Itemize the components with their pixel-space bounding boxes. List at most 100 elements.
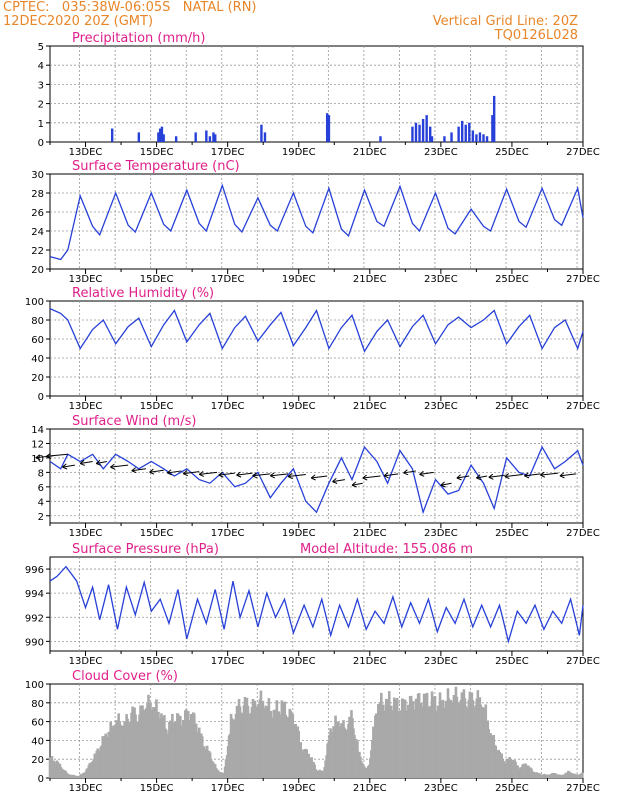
y-tick-label: 990	[25, 637, 44, 648]
wind-vector	[403, 470, 417, 474]
precip-bar	[212, 132, 215, 142]
panel-frame	[49, 300, 584, 397]
wind-vector-head	[351, 481, 357, 488]
x-tick-label: 25DEC	[495, 274, 529, 285]
panel-title: Surface Wind (m/s)	[72, 414, 196, 429]
y-tick-label: 100	[25, 297, 44, 308]
precip-bar	[205, 130, 208, 142]
precip-bar	[327, 115, 331, 142]
x-tick-label: 17DEC	[211, 783, 245, 794]
x-tick-label: 13DEC	[69, 783, 103, 794]
precip-bar	[263, 132, 267, 142]
x-tick-label: 27DEC	[566, 401, 600, 412]
x-tick-label: 13DEC	[69, 528, 103, 539]
wind-vector	[540, 472, 559, 476]
panel-subtitle: Model Altitude: 155.086 m	[300, 542, 473, 557]
wind-vector	[440, 482, 452, 486]
y-tick-label: 20	[31, 755, 44, 766]
wind-vector	[167, 470, 182, 474]
x-tick-label: 13DEC	[69, 147, 103, 158]
x-tick-label: 19DEC	[282, 401, 316, 412]
x-tick-label: 17DEC	[211, 274, 245, 285]
precip-bar	[475, 134, 478, 142]
x-tick-label: 15DEC	[140, 401, 174, 412]
y-tick-label: 22	[31, 246, 44, 257]
precip-bar	[425, 115, 428, 142]
wind-vector	[149, 469, 164, 473]
precip-bar	[418, 124, 421, 142]
wind-vector-head	[310, 474, 316, 481]
precip-bar	[260, 124, 263, 142]
x-tick-label: 25DEC	[495, 783, 529, 794]
wind-vector	[270, 473, 289, 477]
precip-bar	[174, 136, 178, 142]
x-tick-label: 19DEC	[282, 656, 316, 667]
x-tick-label: 21DEC	[353, 147, 387, 158]
y-tick-label: 80	[31, 699, 44, 710]
y-tick-label: 40	[31, 736, 44, 747]
series-line	[49, 445, 584, 515]
x-tick-label: 25DEC	[495, 147, 529, 158]
wind-vector-head	[524, 472, 530, 479]
y-tick-label: 4	[38, 497, 44, 508]
y-tick-label: 30	[31, 170, 44, 181]
wind-vector	[46, 453, 68, 457]
x-tick-label: 15DEC	[140, 274, 174, 285]
panel-title: Precipitation (mm/h)	[72, 31, 205, 46]
panel-title: Cloud Cover (%)	[72, 669, 178, 684]
panel-title: Relative Humidity (%)	[72, 286, 214, 301]
chart-header: CPTEC: 035:38W-06:05S NATAL (RN) 12DEC20…	[0, 0, 618, 45]
wind-vector-head	[287, 473, 293, 480]
wind-vector	[456, 475, 470, 479]
y-tick-label: 2	[38, 512, 44, 523]
x-tick-label: 17DEC	[211, 528, 245, 539]
precip-bar	[160, 126, 164, 142]
run-timestamp: 12DEC2020 20Z (GMT)	[3, 14, 154, 29]
precip-bar	[162, 134, 165, 142]
wind-vector-head	[383, 472, 389, 479]
precip-bar	[482, 134, 485, 142]
precip-bar	[429, 126, 432, 142]
x-tick-label: 27DEC	[566, 783, 600, 794]
y-tick-label: 4	[38, 61, 44, 72]
wind-vector-head	[236, 471, 242, 478]
wind-vector	[218, 472, 235, 476]
precip-bar	[325, 113, 329, 142]
precip-bar	[158, 128, 162, 142]
wind-vector	[183, 471, 200, 475]
wind-vector-head	[252, 472, 258, 479]
precip-bar	[414, 122, 418, 142]
y-tick-label: 992	[25, 613, 44, 624]
wind-vector-head	[403, 469, 409, 476]
wind-vector-head	[419, 470, 425, 477]
x-tick-label: 17DEC	[211, 656, 245, 667]
wind-vector	[362, 475, 381, 479]
precip-bar	[411, 126, 414, 142]
precip-bar	[457, 126, 460, 142]
wind-vector-head	[540, 471, 546, 478]
x-tick-label: 17DEC	[211, 401, 245, 412]
x-tick-label: 15DEC	[140, 656, 174, 667]
wind-vector	[383, 473, 399, 477]
y-tick-label: 40	[31, 354, 44, 365]
wind-vector	[110, 464, 129, 468]
wind-vector	[62, 464, 75, 468]
y-tick-label: 3	[38, 80, 44, 91]
y-tick-label: 24	[31, 227, 44, 238]
x-tick-label: 21DEC	[353, 401, 387, 412]
precip-bar	[379, 136, 382, 142]
y-tick-label: 20	[31, 373, 44, 384]
wind-vector	[252, 473, 271, 477]
wind-vector-head	[332, 478, 338, 484]
x-tick-label: 25DEC	[495, 401, 529, 412]
wind-vector-head	[62, 463, 68, 470]
x-tick-label: 23DEC	[424, 401, 458, 412]
precip-bar	[430, 136, 434, 142]
precip-bar	[421, 118, 425, 142]
precip-bar	[157, 132, 160, 142]
y-tick-label: 8	[38, 468, 44, 479]
panel-title: Surface Temperature (nC)	[72, 159, 240, 174]
x-tick-label: 27DEC	[566, 656, 600, 667]
x-tick-label: 23DEC	[424, 528, 458, 539]
